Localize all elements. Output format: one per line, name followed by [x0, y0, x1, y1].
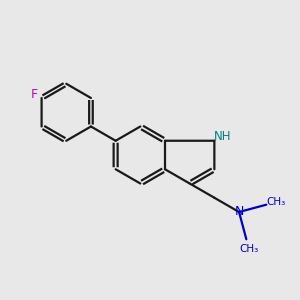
Text: CH₃: CH₃ — [239, 244, 259, 254]
Text: N: N — [234, 206, 244, 218]
Text: CH₃: CH₃ — [266, 197, 286, 207]
Text: NH: NH — [213, 130, 231, 143]
Text: F: F — [31, 88, 38, 100]
